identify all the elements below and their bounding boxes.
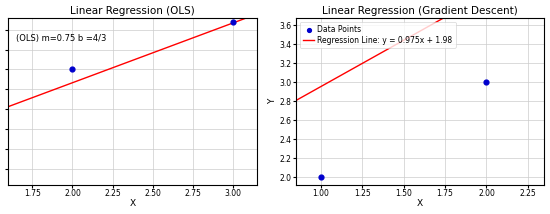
Y-axis label: Y: Y [268, 99, 277, 104]
Data Points [482, 81, 491, 84]
Text: (OLS) m=0.75 b =4/3: (OLS) m=0.75 b =4/3 [16, 34, 106, 43]
Title: Linear Regression (OLS): Linear Regression (OLS) [70, 6, 195, 16]
X-axis label: X: X [417, 199, 424, 208]
Regression Line: y = 0.975x + 1.98: (0.91, 2.87): y = 0.975x + 1.98: (0.91, 2.87) [302, 94, 309, 96]
Legend: Data Points, Regression Line: y = 0.975x + 1.98: Data Points, Regression Line: y = 0.975x… [300, 22, 455, 48]
Point [68, 68, 77, 71]
Regression Line: y = 0.975x + 1.98: (1.25, 3.2): y = 0.975x + 1.98: (1.25, 3.2) [359, 62, 365, 65]
Regression Line: y = 0.975x + 1.98: (0.94, 2.9): y = 0.975x + 1.98: (0.94, 2.9) [307, 91, 314, 93]
X-axis label: X: X [129, 199, 136, 208]
Title: Linear Regression (Gradient Descent): Linear Regression (Gradient Descent) [322, 6, 518, 16]
Regression Line: y = 0.975x + 1.98: (1.13, 3.08): y = 0.975x + 1.98: (1.13, 3.08) [339, 73, 345, 76]
Point [228, 20, 237, 23]
Data Points [316, 175, 325, 179]
Regression Line: y = 0.975x + 1.98: (0.85, 2.81): y = 0.975x + 1.98: (0.85, 2.81) [293, 99, 299, 102]
Line: Regression Line: y = 0.975x + 1.98: Regression Line: y = 0.975x + 1.98 [296, 0, 544, 101]
